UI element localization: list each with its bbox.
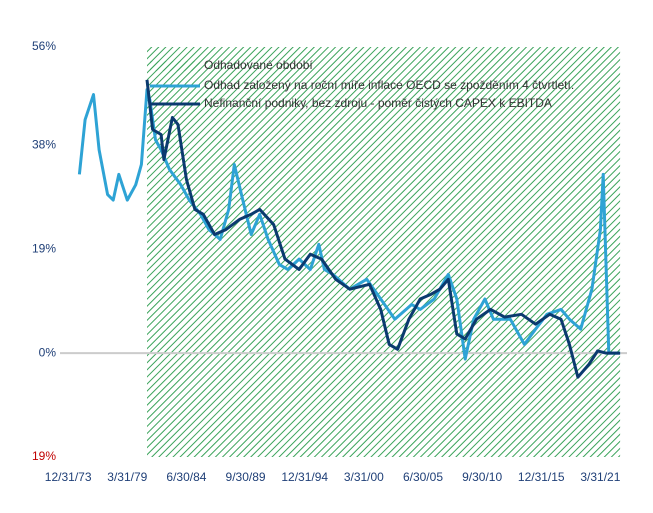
x-tick-label: 6/30/05 — [403, 470, 443, 484]
x-tick-label: 12/31/73 — [45, 470, 92, 484]
x-tick-label: 3/31/00 — [344, 470, 384, 484]
x-tick-label: 3/31/21 — [580, 470, 620, 484]
legend-label: Odhadované období — [204, 58, 313, 72]
y-tick-label: 19% — [32, 449, 56, 463]
y-tick-label: 56% — [32, 39, 56, 53]
x-tick-label: 12/31/94 — [281, 470, 328, 484]
series-line — [145, 79, 621, 379]
x-tick-label: 9/30/10 — [462, 470, 502, 484]
estimated-period — [147, 47, 621, 457]
y-tick-label: 0% — [39, 345, 57, 359]
y-tick-label: 19% — [32, 241, 56, 255]
legend-label: Nefinanční podniky, bez zdroju - poměr č… — [204, 96, 552, 110]
y-tick-label: 38% — [32, 138, 56, 152]
legend-swatch — [150, 61, 200, 71]
legend-label: Odhad založený na roční míře inflace OEC… — [204, 78, 574, 92]
x-tick-label: 3/31/79 — [107, 470, 147, 484]
x-tick-label: 6/30/84 — [166, 470, 206, 484]
x-tick-label: 9/30/89 — [226, 470, 266, 484]
x-tick-label: 12/31/15 — [518, 470, 565, 484]
